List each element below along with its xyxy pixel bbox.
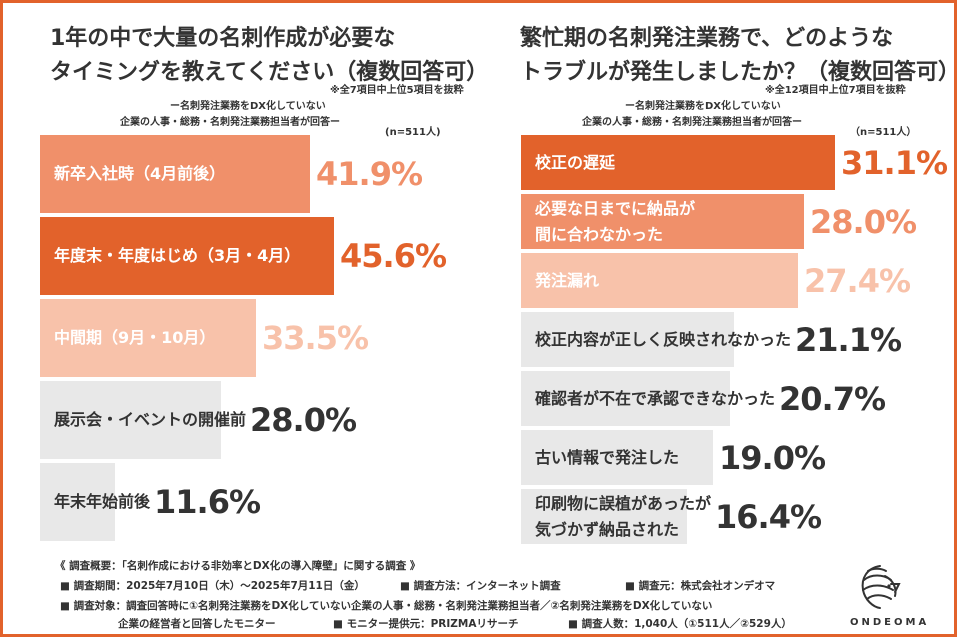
left-note: ※全7項目中上位5項目を抜粋 [330,85,464,96]
right-subtitle-1: ー名刺発注業務をDX化していない [625,101,781,112]
bar-category-label: 確認者が不在で承認できなかった [535,388,776,408]
bar-category-label: 展示会・イベントの開催前 [54,410,247,429]
chart-bar [40,217,334,295]
chart-bar [40,135,310,213]
right-subtitle-2: 企業の人事・総務・名刺発注業務担当者が回答ー [582,117,802,128]
footer-count: ■ 調査人数：1,040人（①511人／②529人） [568,618,792,630]
bar-category-label: 校正の遅延 [535,152,616,172]
footer-period: ■ 調査期間：2025年7月10日（木）～2025年7月11日（金） [60,580,365,592]
footer-provider: ■ モニター提供元：PRIZMAリサーチ [333,618,519,630]
bar-value-label: 21.1% [795,320,902,359]
right-n: （n=511人） [850,127,917,138]
chart-bar [521,371,730,426]
bar-category-label: 新卒入社時（4月前後） [54,164,226,183]
bar-value-label: 28.0% [810,202,917,241]
chart-bar [521,253,798,308]
bar-category-label: 発注漏れ [535,270,600,290]
lion-head-icon [861,565,901,609]
bar-category-label: 必要な日までに納品が 間に合わなかった [535,198,696,244]
chart-bar [521,312,734,367]
left-n: (n=511人) [385,127,441,138]
bar-value-label: 45.6% [340,237,447,275]
footer-target-2: 企業の経営者と回答したモニター [118,618,276,630]
bar-value-label: 19.0% [719,438,826,477]
bar-category-label: 校正内容が正しく反映されなかった [535,329,792,349]
bar-value-label: 31.1% [841,143,948,182]
chart-bar [521,135,835,190]
left-title-line2: タイミングを教えてください（複数回答可） [50,60,489,85]
left-title-line1: 1年の中で大量の名刺作成が必要な [50,26,396,51]
bar-category-label: 古い情報で発注した [535,447,680,467]
chart-bar [521,489,687,544]
left-subtitle-2: 企業の人事・総務・名刺発注業務担当者が回答ー [120,117,340,128]
bar-value-label: 41.9% [316,155,423,193]
footer-method: ■ 調査方法：インターネット調査 [400,580,561,592]
footer-survey-title: 《 調査概要：「名刺作成における非効率とDX化の導入障壁」に関する調査 》 [55,560,421,572]
chart-bar [40,381,221,459]
left-subtitle-1: ー名刺発注業務をDX化していない [170,101,326,112]
bar-value-label: 20.7% [779,379,886,418]
chart-bar [521,194,804,249]
bar-category-label: 年末年始前後 [54,492,151,511]
bar-value-label: 11.6% [154,483,261,521]
bar-category-label: 印刷物に誤植があったが 気づかず納品された [535,493,712,539]
chart-bar [521,430,713,485]
bar-category-label: 中間期（9月・10月） [54,328,216,347]
right-title-line1: 繁忙期の名刺発注業務で、どのような [520,26,894,51]
chart-bar [40,463,115,541]
bar-value-label: 33.5% [262,319,369,357]
footer-target: ■ 調査対象：調査回答時に①名刺発注業務をDX化していない企業の人事・総務・名刺… [60,600,713,612]
bar-category-label: 年度末・年度はじめ（3月・4月） [54,246,301,265]
footer-source: ■ 調査元：株式会社オンデオマ [625,580,776,592]
right-title-line2: トラブルが発生しましたか？（複数回答可） [520,60,957,85]
chart-bar [40,299,256,377]
brand-logo-text: ONDEOMA [850,617,930,628]
bar-value-label: 16.4% [715,497,822,536]
bar-value-label: 27.4% [804,261,911,300]
bar-value-label: 28.0% [250,401,357,439]
right-note: ※全12項目中上位7項目を抜粋 [765,85,906,96]
